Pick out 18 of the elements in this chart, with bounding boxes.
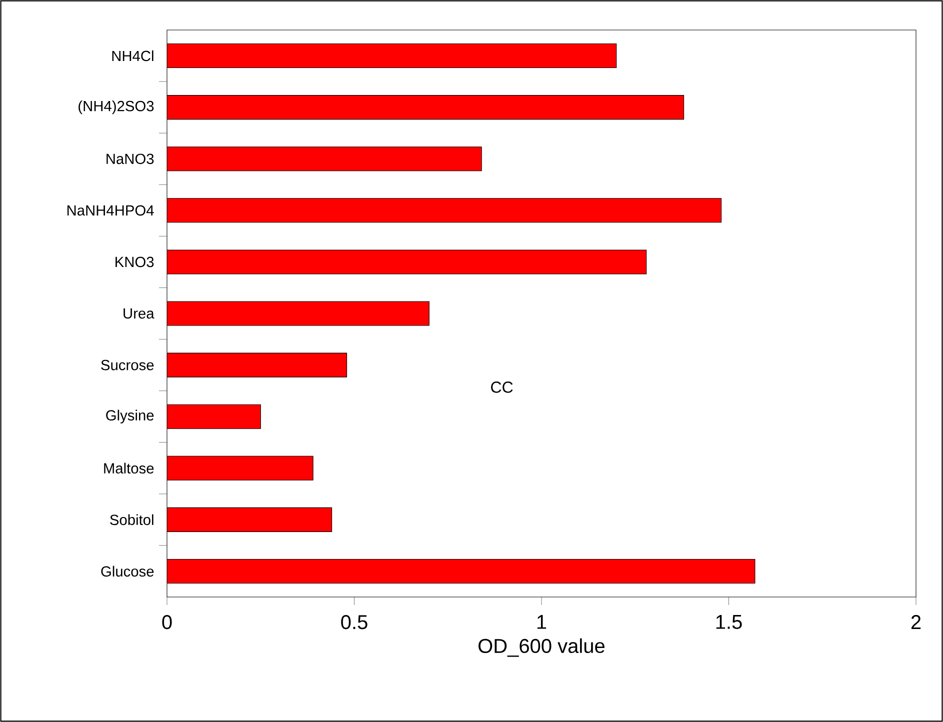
annotation: CC <box>491 382 513 393</box>
x-axis-title: OD_600 value <box>478 638 604 657</box>
y-tick-label: NaNO3 <box>106 154 154 164</box>
y-tick-label: KNO3 <box>116 256 154 268</box>
x-tick-label: 0 <box>162 615 172 630</box>
y-tick-label: (NH4)2SO3 <box>78 100 154 114</box>
y-tick-label: Glucose <box>101 566 154 577</box>
y-tick-label: Maltose <box>104 462 154 474</box>
y-tick-label: NaNH4HPO4 <box>67 205 154 216</box>
y-tick-label: Glysine <box>106 410 154 424</box>
y-tick-label: Sucrose <box>101 360 154 370</box>
x-tick-label: 1.5 <box>716 615 742 629</box>
x-tick-label: 2 <box>911 615 921 630</box>
x-tick-label: 1 <box>537 615 546 629</box>
x-tick-label: 0.5 <box>341 615 368 630</box>
y-tick-label: Sobitol <box>110 514 154 526</box>
y-tick-label: NH4Cl <box>112 50 154 62</box>
y-tick-label: Urea <box>124 308 154 319</box>
